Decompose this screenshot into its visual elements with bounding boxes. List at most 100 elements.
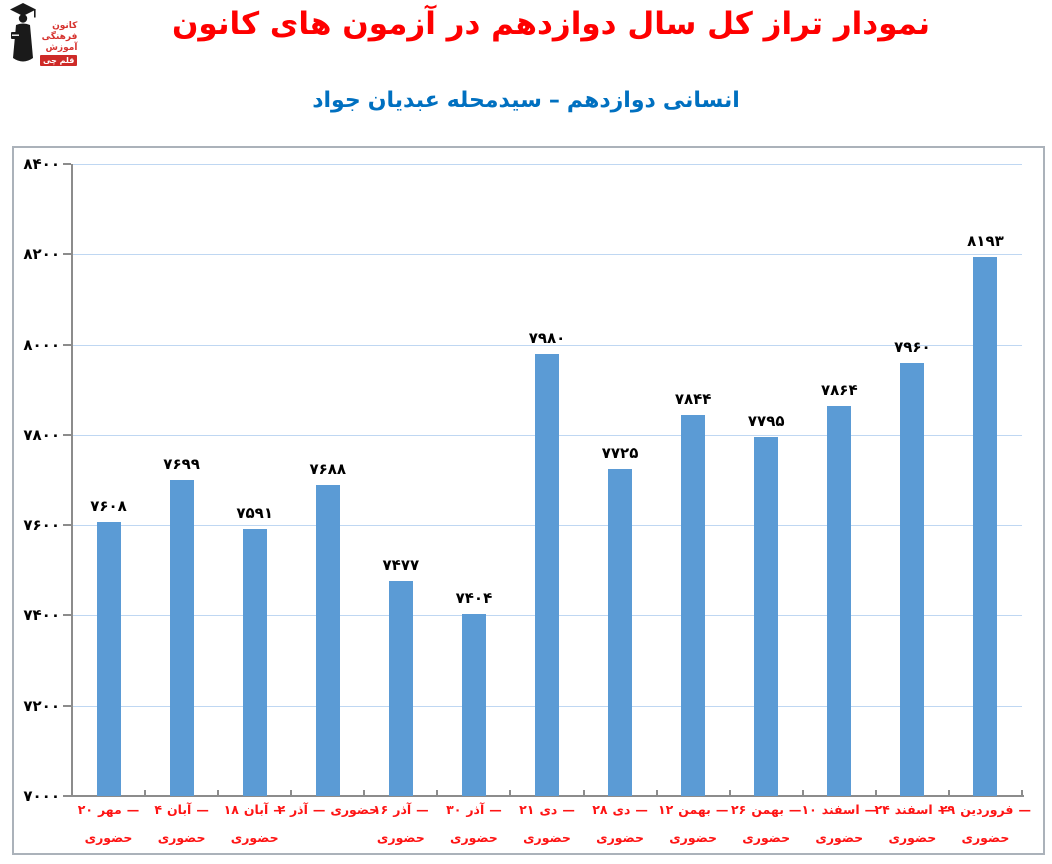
x-label-line1: ۲۸ دی —	[565, 800, 675, 820]
y-axis-tick	[63, 253, 71, 255]
word: ۲۱	[519, 802, 535, 817]
word: آبان	[243, 802, 269, 817]
word: اسفند	[821, 802, 860, 817]
plot-area: ۸۴۰۰ ۸۲۰۰ ۸۰۰۰ ۷۸۰۰ ۷۶۰۰ ۷۴۰۰ ۷۲۰۰ ۷۰۰۰ ۷۶۰۸ ۷۶۹۹…	[23, 155, 1024, 805]
bar	[754, 437, 779, 796]
x-category-label: ۲ آذر — حضوری	[273, 800, 383, 820]
bar	[900, 363, 925, 796]
x-label-line2: حضوری	[596, 830, 644, 845]
x-category-label: ۲۱ دی — حضوری	[492, 800, 602, 848]
word: —	[489, 802, 502, 817]
x-category-label: ۲۹ فروردین — حضوری	[930, 800, 1040, 848]
x-axis-tick	[655, 790, 658, 796]
word: ۴	[154, 802, 162, 817]
bar-value-label: ۷۷۹۵	[747, 412, 785, 430]
word: —	[196, 802, 209, 817]
x-axis-tick	[1021, 790, 1023, 796]
word: حضوری	[330, 802, 379, 817]
x-label-line2: حضوری	[450, 830, 498, 845]
y-axis-tick	[63, 705, 71, 707]
word: آبان	[167, 802, 192, 817]
chart-frame: ۸۴۰۰ ۸۲۰۰ ۸۰۰۰ ۷۸۰۰ ۷۶۰۰ ۷۴۰۰ ۷۲۰۰ ۷۰۰۰ ۷۶۰۸ ۷۶۹۹…	[12, 146, 1045, 855]
x-label-line2: حضوری	[815, 830, 864, 845]
y-axis-tick	[63, 344, 71, 346]
word: سیدمحله	[446, 88, 542, 113]
x-label-line2: حضوری	[523, 830, 571, 845]
y-tick-label: ۷۰۰۰	[23, 787, 60, 805]
x-label-line1: ۲۱ دی —	[492, 800, 602, 820]
x-label-line2: حضوری	[742, 830, 791, 845]
bar	[96, 522, 121, 796]
x-axis-tick	[947, 790, 950, 796]
y-axis-line	[71, 164, 73, 796]
y-tick-label: ۷۸۰۰	[23, 426, 60, 444]
word: –	[548, 88, 560, 113]
word: انسانی	[662, 88, 740, 113]
bar	[169, 480, 194, 796]
gridline	[72, 164, 1022, 165]
bar	[608, 469, 633, 796]
logo-text-block: کانون فرهنگی آموزش قلم چی	[40, 2, 78, 72]
x-axis-tick	[144, 790, 147, 796]
x-label-line2: حضوری	[961, 830, 1010, 845]
bar-value-label: ۷۶۸۸	[309, 460, 347, 478]
word: ۲۴	[874, 802, 890, 817]
y-tick-label: ۷۴۰۰	[23, 606, 60, 624]
word: ۲۰	[77, 802, 94, 817]
bar	[973, 257, 998, 796]
x-axis-tick	[801, 790, 804, 796]
word: —	[126, 802, 140, 817]
x-category-label: ۱۰ اسفند — حضوری	[784, 800, 894, 848]
word: —	[635, 802, 648, 817]
bar	[315, 485, 340, 796]
x-category-label: ۲۴ اسفند — حضوری	[857, 800, 967, 848]
word: آذر	[393, 802, 412, 817]
y-axis-tick	[63, 163, 71, 165]
y-tick-label: ۸۲۰۰	[23, 245, 60, 263]
bar-value-label: ۷۴۷۷	[382, 556, 420, 574]
word: آذر	[289, 802, 308, 817]
graduate-figure-icon	[10, 3, 36, 62]
x-category-label: ۲۸ دی — حضوری	[565, 800, 675, 848]
logo-org-line: آموزش	[45, 43, 78, 53]
x-label-line2: حضوری	[84, 830, 133, 845]
x-label-line1: ۲۴ اسفند —	[857, 800, 967, 820]
x-label-line1: ۱۲ بهمن —	[638, 800, 748, 820]
word: —	[312, 802, 326, 817]
x-axis-tick	[509, 790, 512, 796]
x-axis-tick	[436, 790, 439, 796]
x-axis-tick	[290, 790, 293, 796]
x-axis-tick	[71, 790, 73, 796]
bar	[388, 581, 413, 796]
x-axis-tick	[728, 790, 731, 796]
x-label-line2: حضوری	[230, 830, 279, 845]
word: —	[1018, 802, 1031, 817]
x-axis-line	[71, 795, 1024, 797]
x-category-label: ۱۶ آذر — حضوری	[346, 800, 456, 848]
x-category-label: ۱۲ بهمن — حضوری	[638, 800, 748, 848]
y-tick-label: ۸۴۰۰	[23, 155, 60, 173]
x-axis-tick	[217, 790, 220, 796]
chart-subtitle: جواد عبدیان سیدمحله – دوازدهم انسانی	[0, 88, 1052, 113]
y-tick-label: ۷۲۰۰	[23, 697, 60, 715]
gridline	[72, 254, 1022, 255]
word: ۳۰	[446, 802, 462, 817]
word: فروردین	[960, 802, 1014, 817]
word: ۱۲	[657, 802, 674, 817]
word: ۲۶	[731, 802, 747, 817]
x-label-line1: ۲ آذر — حضوری	[273, 800, 383, 820]
bar-value-label: ۷۸۴۴	[674, 390, 712, 408]
x-label-line2: حضوری	[157, 830, 206, 845]
word: ۲۹	[939, 802, 956, 817]
logo-org-line: فرهنگی	[41, 32, 78, 42]
x-category-label: ۲۰ مهر — حضوری	[54, 800, 164, 848]
word: جواد	[312, 88, 361, 113]
x-label-line2: حضوری	[888, 830, 937, 845]
word: بهمن	[678, 802, 711, 817]
word: دی	[612, 802, 631, 817]
bar-value-label: ۷۹۸۰	[528, 329, 566, 347]
word: آذر	[466, 802, 485, 817]
y-tick-label: ۸۰۰۰	[23, 336, 60, 354]
word: بهمن	[751, 802, 784, 817]
word: ۲۸	[592, 802, 608, 817]
